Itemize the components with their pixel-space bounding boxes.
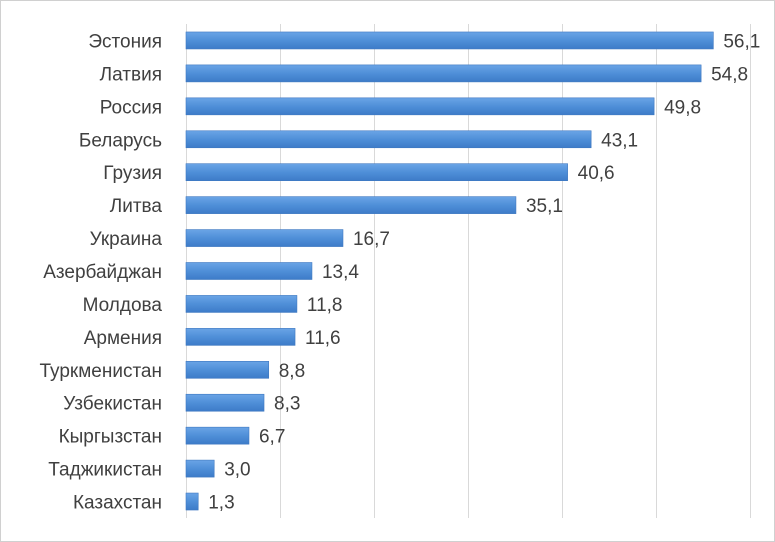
bar [185, 229, 344, 247]
data-label: 8,8 [279, 361, 305, 382]
category-label: Кыргызстан [59, 427, 162, 448]
data-label: 3,0 [224, 460, 250, 481]
category-label: Таджикистан [48, 460, 162, 481]
bar [185, 393, 265, 412]
data-label: 11,6 [305, 328, 341, 349]
category-label: Россия [100, 97, 162, 118]
data-label: 40,6 [578, 163, 615, 184]
data-label: 35,1 [526, 196, 563, 217]
category-label: Молдова [83, 295, 163, 316]
category-label: Туркменистан [40, 361, 163, 382]
bar [185, 492, 199, 511]
bar [185, 130, 592, 149]
category-label: Армения [84, 328, 162, 349]
category-label: Литва [110, 196, 163, 217]
category-label: Узбекистан [63, 394, 162, 415]
category-label: Грузия [103, 163, 162, 184]
data-label: 56,1 [723, 31, 760, 52]
bar [185, 262, 313, 280]
bar [185, 196, 517, 214]
bar [185, 97, 655, 116]
category-label: Эстония [88, 31, 162, 52]
data-label: 1,3 [208, 493, 234, 514]
bar [185, 426, 250, 445]
data-label: 13,4 [322, 262, 359, 283]
category-label: Казахстан [73, 493, 162, 514]
bar [185, 163, 568, 181]
data-label: 11,8 [307, 295, 343, 316]
bar [185, 64, 702, 83]
data-label: 54,8 [711, 64, 748, 85]
data-label: 8,3 [274, 394, 300, 415]
data-label: 43,1 [601, 130, 638, 151]
category-label: Украина [90, 229, 163, 250]
bar [185, 31, 714, 50]
bar [185, 295, 298, 313]
data-label: 16,7 [353, 229, 390, 250]
data-label: 6,7 [259, 427, 285, 448]
bar [185, 360, 270, 379]
category-label: Латвия [100, 64, 162, 85]
bar [185, 459, 215, 478]
data-label: 49,8 [664, 97, 701, 118]
category-label: Азербайджан [43, 262, 162, 283]
bar [185, 328, 296, 346]
category-label: Беларусь [79, 130, 162, 151]
